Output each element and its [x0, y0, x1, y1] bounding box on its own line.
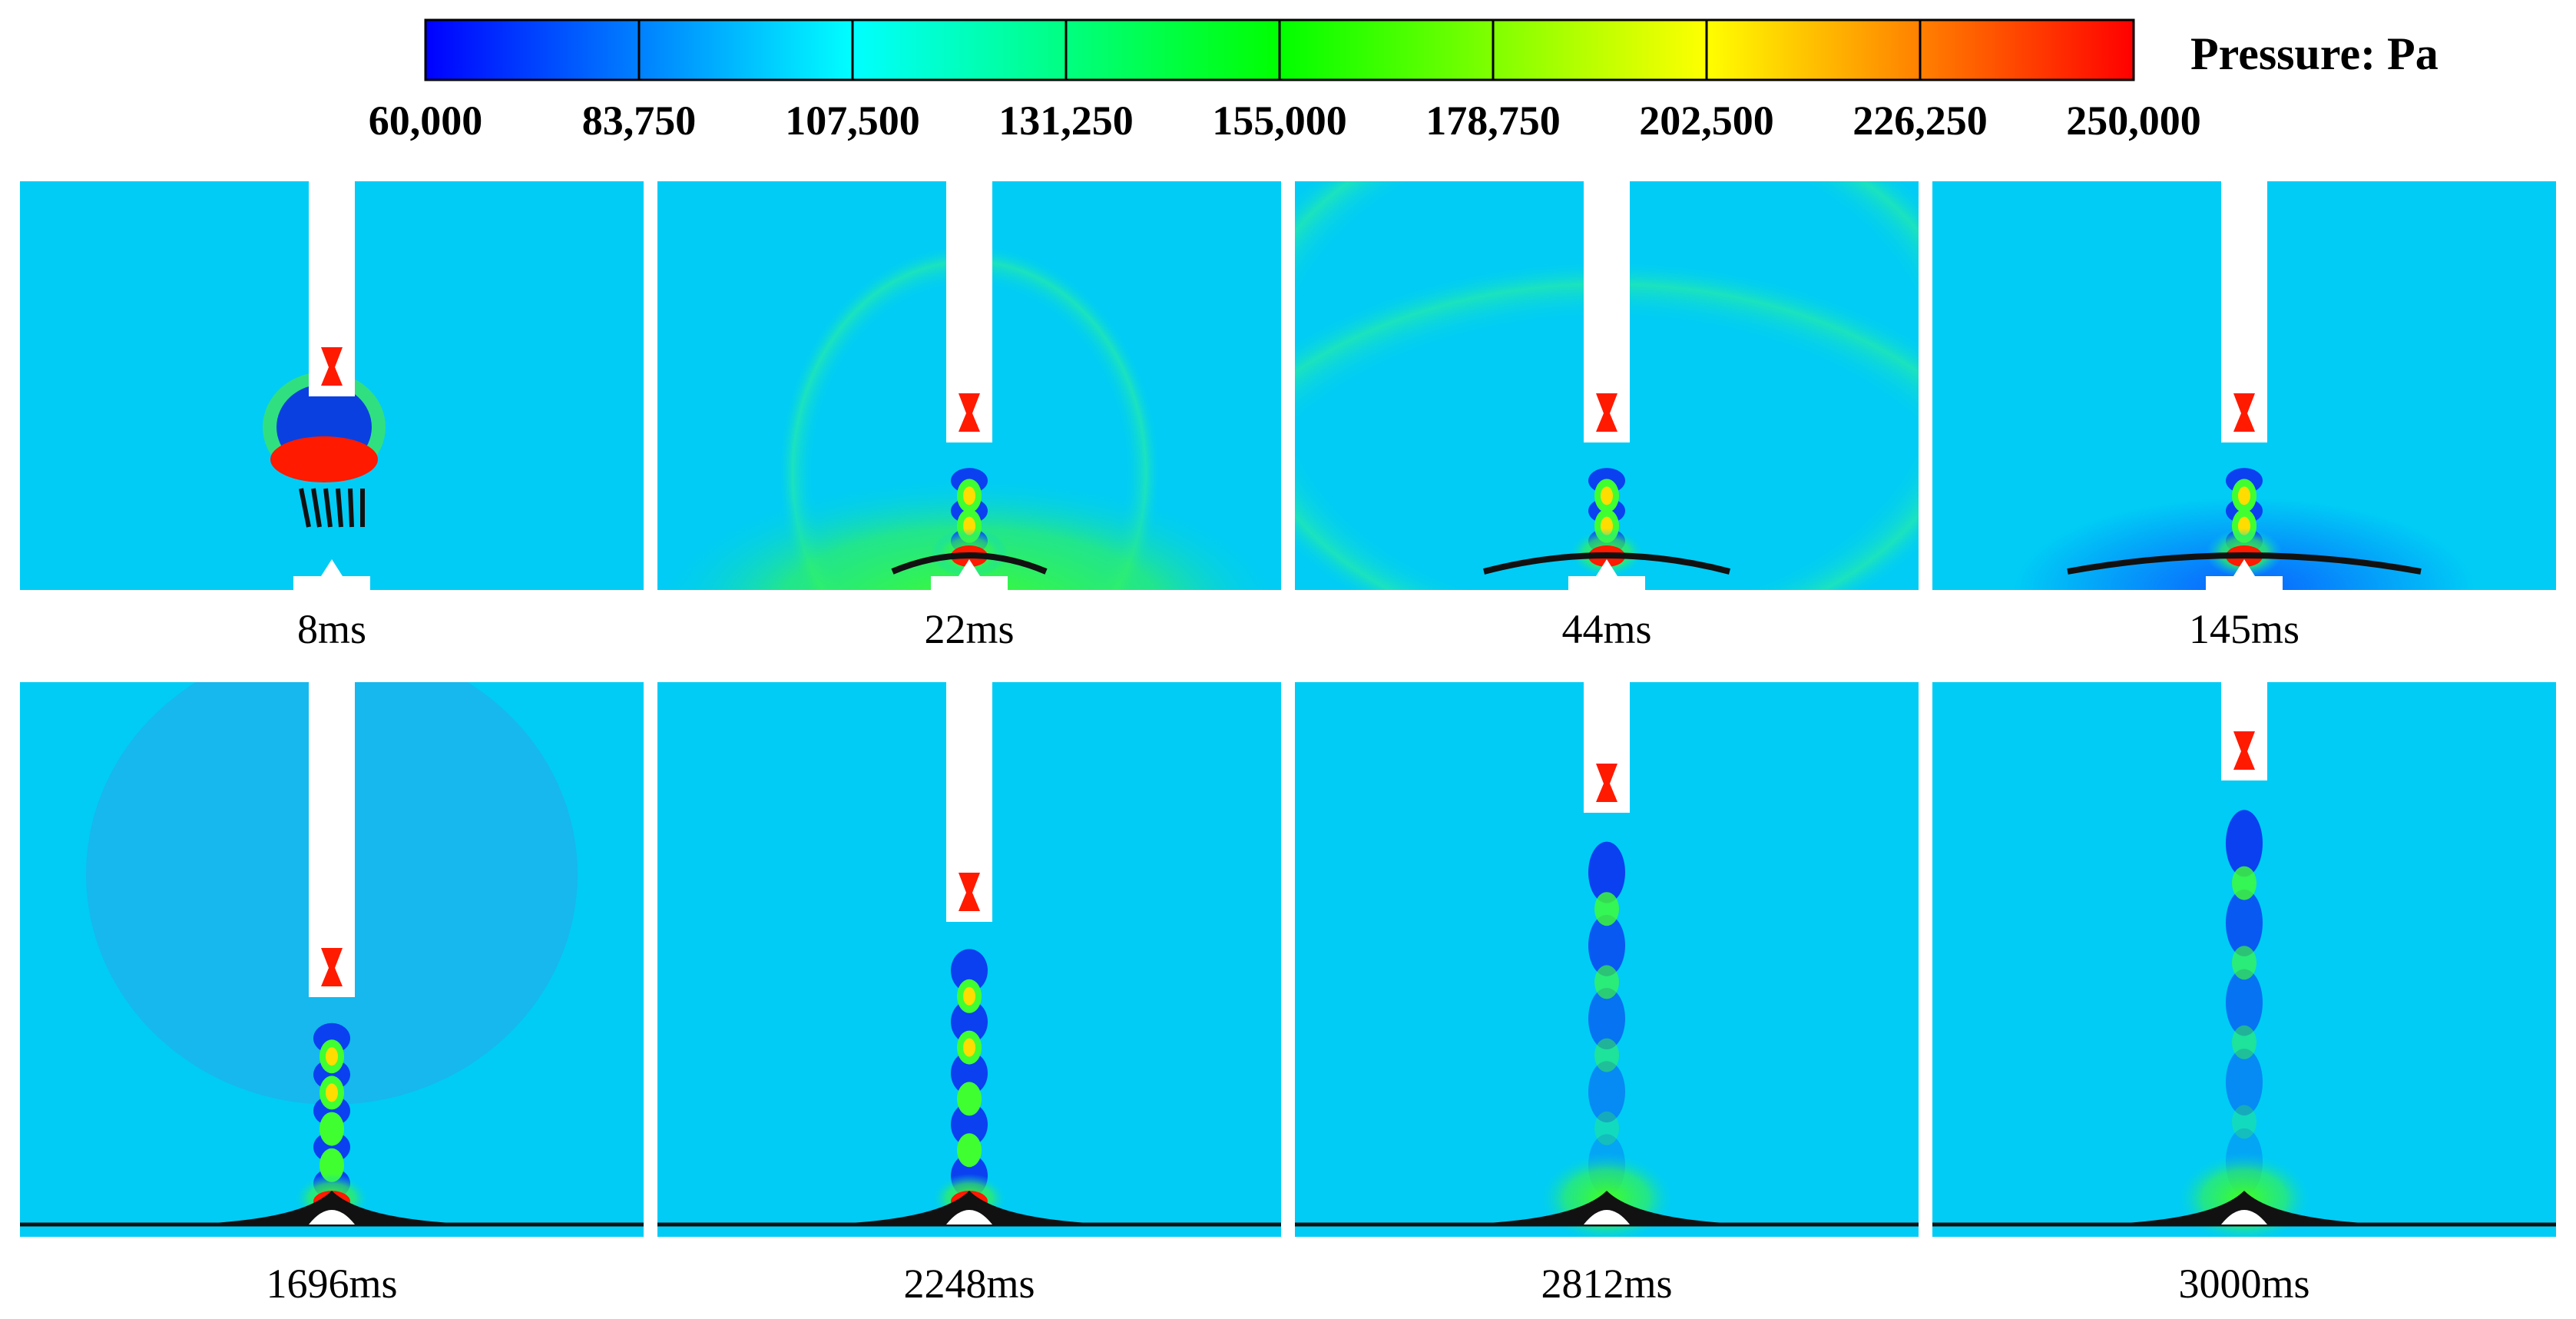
jet-peak-pressure — [963, 486, 975, 505]
nozzle-exit-high-pressure — [959, 393, 980, 432]
jet-expansion-cell — [1588, 841, 1625, 903]
colorbar-tick-label: 155,000 — [1212, 98, 1347, 144]
ground-obstacle — [293, 559, 370, 590]
simulation-panel — [657, 181, 1281, 590]
nozzle-exit-high-pressure — [321, 948, 343, 986]
debris — [311, 488, 322, 528]
jet-compression-cell — [2232, 1105, 2256, 1139]
crater-mound — [2091, 1191, 2398, 1225]
jet-compression-cell — [1594, 1111, 1619, 1145]
panel-time-label: 1696ms — [266, 1261, 398, 1307]
jet-expansion-cell — [951, 949, 988, 993]
simulation-panel — [1932, 682, 2556, 1237]
nozzle-exit-high-pressure — [321, 347, 343, 386]
panel-time-label: 3000ms — [2178, 1261, 2310, 1307]
colorbar-tick-label: 83,750 — [581, 98, 697, 144]
nozzle-exit-high-pressure — [1596, 393, 1617, 432]
panel-time-label: 44ms — [1561, 606, 1652, 652]
ground-obstacle — [2206, 559, 2283, 590]
nozzle-exit-high-pressure — [959, 873, 980, 911]
crater-mound — [816, 1191, 1123, 1225]
ground-obstacle — [1568, 559, 1645, 590]
simulation-panel — [20, 682, 644, 1237]
jet-compression-cell — [957, 1082, 982, 1116]
ground-obstacle — [309, 1210, 355, 1225]
jet-compression-cell — [2232, 946, 2256, 980]
jet-compression-cell — [320, 1148, 344, 1182]
jet-expansion-cell — [951, 1051, 988, 1095]
colorbar — [424, 18, 2135, 81]
jet-compression-cell — [1594, 965, 1619, 999]
pressure-field — [1932, 181, 2556, 590]
panel-time-label: 2812ms — [1541, 1261, 1673, 1307]
colorbar-tick-label: 250,000 — [2066, 98, 2201, 144]
jet-compression-cell — [1594, 892, 1619, 926]
jet-peak-pressure — [326, 1083, 338, 1102]
jet-expansion-cell — [951, 1102, 988, 1146]
crater-mound — [1453, 1191, 1760, 1225]
colorbar-tick-label: 60,000 — [368, 98, 483, 144]
jet-peak-pressure — [963, 1038, 975, 1057]
crater-mound — [178, 1191, 485, 1225]
simulation-panel — [1295, 181, 1919, 590]
debris-layer — [891, 552, 1048, 575]
jet-expansion-cell — [2226, 889, 2263, 956]
debris-layer — [1482, 552, 1731, 575]
simulation-panel — [20, 181, 644, 590]
jet-expansion-cell — [2226, 969, 2263, 1036]
jet-compression-cell — [957, 1133, 982, 1168]
pressure-field — [657, 181, 1281, 590]
panel-time-label: 8ms — [296, 606, 367, 652]
panel-time-label: 145ms — [2188, 606, 2300, 652]
jet-peak-pressure — [326, 1047, 338, 1066]
jet-expansion-cell — [1588, 914, 1625, 976]
debris — [336, 488, 343, 528]
nozzle-exit-high-pressure — [2233, 393, 2255, 432]
jet-compression-cell — [320, 1112, 344, 1146]
jet-compression-cell — [1594, 1038, 1619, 1072]
jet-expansion-cell — [1588, 1061, 1625, 1123]
pressure-field — [657, 682, 1281, 1237]
simulation-panel — [657, 682, 1281, 1237]
debris — [348, 488, 354, 528]
colorbar-tick-label: 226,250 — [1853, 98, 1988, 144]
debris — [323, 488, 333, 528]
jet-expansion-cell — [951, 1000, 988, 1044]
panel-time-label: 22ms — [924, 606, 1015, 652]
jet-expansion-cell — [2226, 1049, 2263, 1116]
colorbar-tick-label: 131,250 — [998, 98, 1134, 144]
jet-compression-cell — [2232, 1025, 2256, 1059]
jet-peak-pressure — [2238, 486, 2250, 505]
pressure-field — [20, 682, 644, 1237]
ground-obstacle — [2221, 1210, 2267, 1225]
jet-expansion-cell — [1588, 988, 1625, 1049]
debris-layer — [2067, 552, 2422, 575]
jet-peak-pressure — [1601, 486, 1613, 505]
pressure-field — [1295, 181, 1919, 590]
debris — [299, 488, 311, 528]
jet-compression-cell — [2232, 866, 2256, 900]
nozzle-tube — [309, 682, 355, 997]
nozzle-exit-high-pressure — [2233, 731, 2255, 770]
colorbar-tick-label: 107,500 — [785, 98, 920, 144]
burst-high-pressure — [270, 436, 378, 482]
ground-obstacle — [931, 559, 1008, 590]
ground-obstacle — [1584, 1210, 1630, 1225]
simulation-panel — [1295, 682, 1919, 1237]
pressure-field — [1295, 682, 1919, 1237]
simulation-panel — [1932, 181, 2556, 590]
colorbar-title: Pressure: Pa — [2190, 28, 2439, 79]
jet-expansion-cell — [2226, 810, 2263, 877]
colorbar-tick-label: 202,500 — [1639, 98, 1774, 144]
pressure-field — [20, 181, 644, 590]
panel-time-label: 2248ms — [903, 1261, 1035, 1307]
pressure-colorbar-legend: Pressure: Pa 60,000 83,750 107,500 131,250 1… — [0, 0, 2576, 154]
ground-obstacle — [946, 1210, 992, 1225]
colorbar-tick-label: 178,750 — [1425, 98, 1561, 144]
nozzle-exit-high-pressure — [1596, 764, 1617, 802]
pressure-field — [1932, 682, 2556, 1237]
jet-peak-pressure — [963, 986, 975, 1006]
